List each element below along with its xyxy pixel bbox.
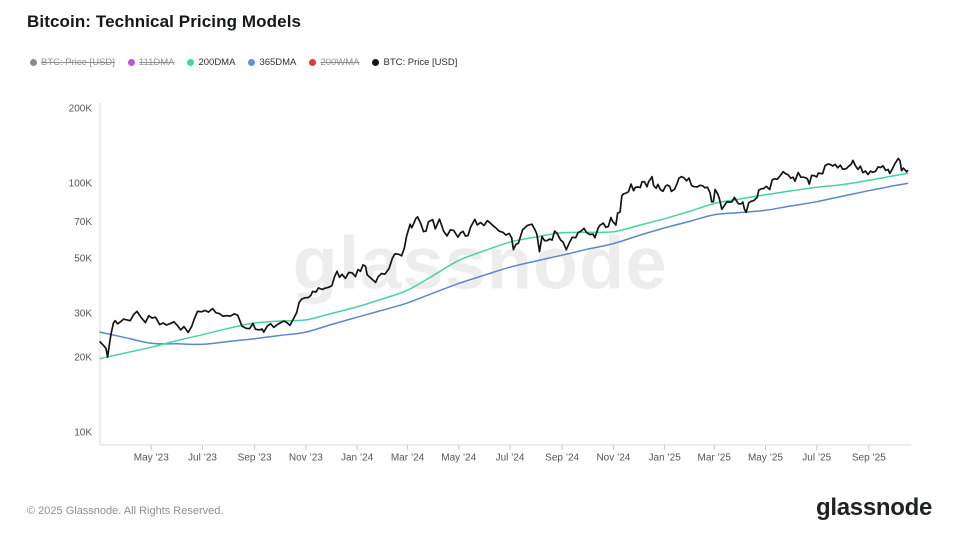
legend-item-111dma[interactable]: 111DMA [127, 57, 175, 68]
legend-label: 200WMA [320, 57, 360, 68]
x-axis-label: May ’25 [748, 453, 783, 464]
x-axis-label: May ’23 [134, 453, 169, 464]
legend-item-btc-price-usd[interactable]: BTC: Price [USD] [30, 57, 115, 68]
legend-label: 200DMA [198, 57, 236, 68]
x-axis-label: Jul ’24 [496, 453, 525, 464]
y-axis-label: 50K [74, 253, 92, 264]
x-axis-label: Nov ’23 [289, 453, 323, 464]
y-axis-label: 10K [74, 428, 92, 439]
legend-item-365dma[interactable]: 365DMA [248, 57, 296, 68]
legend-label: BTC: Price [USD] [383, 57, 458, 68]
x-axis-label: May ’24 [441, 453, 476, 464]
legend-label: 365DMA [259, 57, 297, 68]
legend-item-200wma[interactable]: 200WMA [309, 57, 359, 68]
x-axis-label: Sep ’23 [238, 453, 272, 464]
series-line-365dma [99, 182, 909, 346]
legend-item-btc-price-usd[interactable]: BTC: Price [USD] [372, 57, 457, 68]
x-axis-label: Nov ’24 [596, 453, 630, 464]
y-axis-label: 70K [74, 217, 92, 228]
legend-dot-btc-price-usd [372, 59, 380, 66]
x-axis-label: Jan ’25 [649, 453, 682, 464]
x-axis-label: Mar ’24 [391, 453, 425, 464]
x-axis-label: Sep ’25 [852, 453, 886, 464]
series-line-200dma [99, 172, 909, 360]
copyright-text: © 2025 Glassnode. All Rights Reserved. [27, 505, 224, 517]
legend-dot-111dma [127, 59, 135, 66]
legend-dot-200wma [309, 59, 317, 66]
series-line-btc-price-usd [99, 157, 909, 358]
legend-dot-btc-price-usd [30, 59, 37, 66]
legend: BTC: Price [USD] 111DMA 200DMA 365DMA 200WMA… [30, 57, 457, 68]
legend-dot-200dma [187, 59, 195, 66]
y-axis-label: 20K [74, 353, 92, 364]
legend-label: 111DMA [138, 57, 175, 68]
legend-dot-365dma [248, 59, 256, 66]
y-axis-label: 200K [69, 104, 93, 115]
x-axis-label: Jan ’24 [341, 453, 374, 464]
x-axis-label: Jul ’25 [802, 453, 831, 464]
glassnode-logo: glassnode [816, 494, 932, 521]
y-axis-label: 30K [74, 309, 92, 320]
page-title: Bitcoin: Technical Pricing Models [27, 12, 302, 31]
x-axis-label: Jul ’23 [188, 453, 217, 464]
x-axis-label: Sep ’24 [545, 453, 579, 464]
glassnode-watermark: glassnode [292, 221, 668, 305]
y-axis-label: 100K [69, 179, 93, 190]
legend-label: BTC: Price [USD] [41, 57, 115, 68]
legend-item-200dma[interactable]: 200DMA [187, 57, 235, 68]
x-axis-label: Mar ’25 [698, 453, 732, 464]
